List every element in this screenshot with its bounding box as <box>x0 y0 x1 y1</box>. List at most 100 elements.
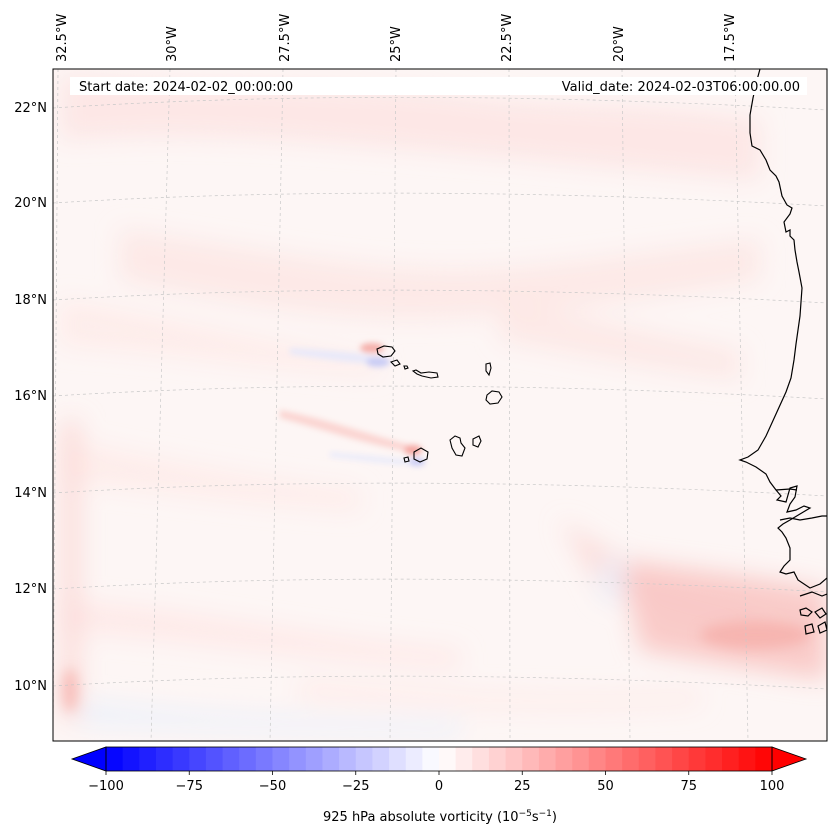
colorbar-swatch <box>622 747 640 771</box>
island-sao-nicolau <box>411 369 439 379</box>
lat-label: 18°N <box>14 293 47 308</box>
colorbar-swatch <box>688 747 706 771</box>
colorbar-swatch <box>472 747 490 771</box>
lon-label: 22.5°W <box>500 14 515 62</box>
lon-label: 17.5°W <box>723 14 738 62</box>
lon-label: 27.5°W <box>278 14 293 62</box>
colorbar-tick-label: 75 <box>680 779 697 794</box>
colorbar-swatch <box>439 747 457 771</box>
island-santiago <box>449 435 466 457</box>
colorbar-swatch <box>372 747 390 771</box>
colorbar-swatch <box>755 747 773 771</box>
colorbar-label: 925 hPa absolute vorticity (10−5s−1) <box>323 809 557 825</box>
colorbar-tick-label: −50 <box>259 779 286 794</box>
colorbar-swatch <box>155 747 174 771</box>
lon-label: 25°W <box>389 26 404 62</box>
colorbar-swatch <box>455 747 473 771</box>
african-coastline <box>738 69 827 635</box>
colorbar-tick-label: 25 <box>514 779 531 794</box>
colorbar-swatch <box>322 747 340 771</box>
map-panel: Start date: 2024-02-02_00:00:00 Valid_da… <box>53 69 827 741</box>
vorticity-core <box>62 621 810 712</box>
colorbar-swatch <box>572 747 590 771</box>
island-santa-luzia <box>403 365 409 370</box>
colorbar-swatch <box>305 747 323 771</box>
colorbar-swatch <box>555 747 573 771</box>
coastline-gambia <box>775 488 798 491</box>
colorbar-swatch <box>538 747 557 771</box>
colorbar-swatch <box>405 747 423 771</box>
colorbar-swatch <box>239 747 257 771</box>
colorbar-swatch <box>122 747 140 771</box>
colorbar-tick-label: −25 <box>342 779 369 794</box>
bijagos-island-2 <box>814 607 827 619</box>
lon-label: 30°W <box>165 26 180 62</box>
island-maio <box>472 435 482 448</box>
lat-label: 16°N <box>14 389 47 404</box>
colorbar-tick-label: 100 <box>760 779 785 794</box>
bijagos-island-1 <box>799 607 813 617</box>
lon-label: 32.5°W <box>55 14 70 62</box>
gridlines <box>53 69 827 741</box>
coastline-mauritania-senegal <box>738 69 827 589</box>
colorbar-swatch <box>255 747 273 771</box>
longitude-labels: 32.5°W 30°W 27.5°W 25°W 22.5°W 20°W 17.5… <box>55 14 738 62</box>
vorticity-field <box>60 75 827 735</box>
coastline-guinea-bissau <box>779 515 827 521</box>
colorbar-swatch <box>139 747 157 771</box>
bijagos-island-3 <box>804 623 815 635</box>
island-sal <box>485 362 492 377</box>
colorbar-swatch <box>655 747 673 771</box>
map-frame <box>52 68 828 742</box>
lat-label: 22°N <box>14 101 47 116</box>
colorbar-swatch <box>205 747 224 771</box>
colorbar: −100 −75 −50 −25 0 25 50 75 100 925 hPa absolute… <box>70 746 808 825</box>
lat-label: 12°N <box>14 582 47 597</box>
colorbar-swatch <box>488 747 507 771</box>
colorbar-swatch <box>722 747 740 771</box>
colorbar-extend-low <box>70 746 107 772</box>
colorbar-swatch <box>588 747 606 771</box>
bijagos-island-4 <box>817 621 827 634</box>
colorbar-swatch <box>738 747 756 771</box>
colorbar-ticks: −100 −75 −50 −25 0 25 50 75 100 <box>88 771 784 794</box>
date-banner <box>70 77 807 95</box>
island-brava <box>403 456 410 463</box>
colorbar-tick-label: −100 <box>88 779 124 794</box>
colorbar-swatch <box>522 747 540 771</box>
colorbar-swatch <box>705 747 723 771</box>
colorbar-swatch <box>106 747 124 771</box>
colorbar-tick-label: 0 <box>435 779 443 794</box>
island-sao-vicente <box>389 359 401 367</box>
lat-label: 20°N <box>14 196 47 211</box>
island-boa-vista <box>485 390 503 405</box>
colorbar-tick-label: −75 <box>176 779 203 794</box>
colorbar-swatch <box>638 747 656 771</box>
colorbar-swatch <box>172 747 190 771</box>
colorbar-swatch <box>222 747 240 771</box>
colorbar-swatch <box>422 747 440 771</box>
start-date-text: Start date: 2024-02-02_00:00:00 <box>79 80 293 95</box>
lat-label: 10°N <box>14 679 47 694</box>
colorbar-swatch <box>189 747 207 771</box>
colorbar-swatches <box>106 747 773 771</box>
island-santo-antao <box>376 345 396 358</box>
colorbar-swatch <box>355 747 373 771</box>
colorbar-swatch <box>289 747 307 771</box>
colorbar-swatch <box>605 747 623 771</box>
island-fogo <box>413 447 429 463</box>
colorbar-swatch <box>339 747 357 771</box>
colorbar-swatch <box>672 747 690 771</box>
valid-date-text: Valid_date: 2024-02-03T06:00:00.00 <box>562 80 800 95</box>
cape-verde-islands <box>376 345 503 463</box>
colorbar-swatch <box>389 747 407 771</box>
lon-label: 20°W <box>612 26 627 62</box>
coastline-guinea <box>799 591 827 597</box>
colorbar-tick-label: 50 <box>597 779 614 794</box>
colorbar-extend-high <box>771 746 808 772</box>
colorbar-swatch <box>272 747 290 771</box>
lat-label: 14°N <box>14 486 47 501</box>
colorbar-swatch <box>505 747 523 771</box>
latitude-labels: 22°N 20°N 18°N 16°N 14°N 12°N 10°N <box>14 101 47 694</box>
